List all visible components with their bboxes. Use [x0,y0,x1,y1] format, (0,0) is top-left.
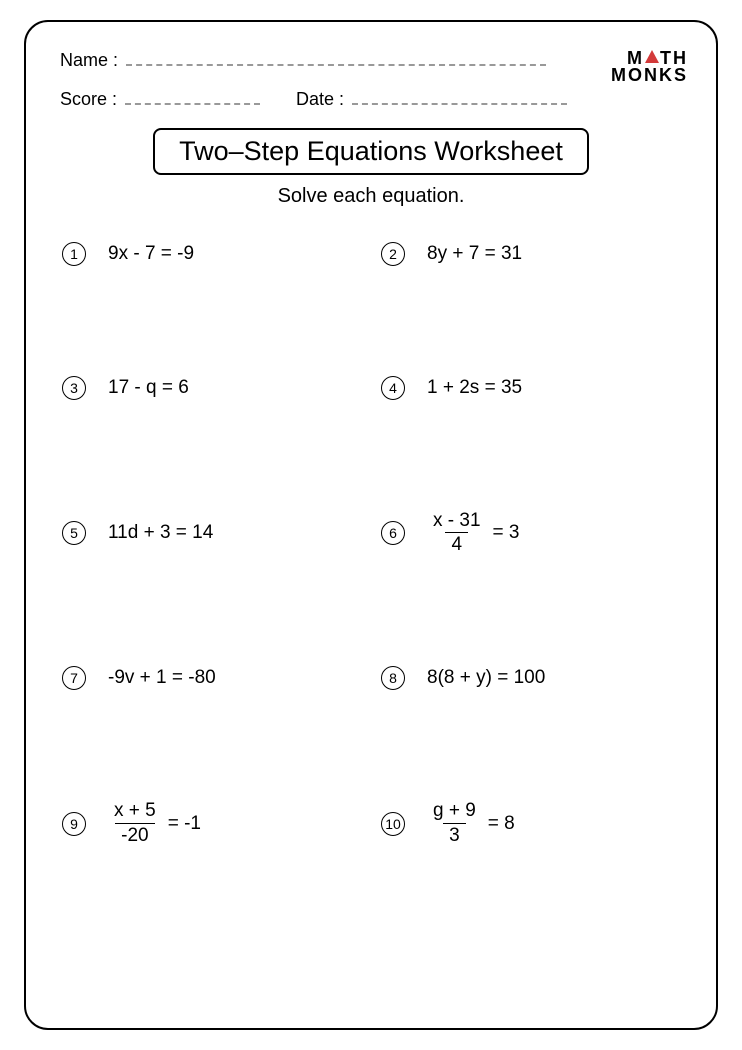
equation-rhs: = 3 [493,522,520,544]
worksheet-frame: Name : Score : Date : MTH MONKS Two–Step… [24,20,718,1030]
problem-number-circle: 5 [62,521,86,545]
equation-text: -9v + 1 = -80 [108,667,216,689]
problem-item: 10 g + 93 = 8 [381,800,680,847]
problem-item: 1 9x - 7 = -9 [62,242,361,266]
problems-grid: 1 9x - 7 = -9 2 8y + 7 = 31 3 17 - q = 6 4 1 + … [60,242,682,847]
problem-item: 8 8(8 + y) = 100 [381,666,680,690]
problem-number-circle: 6 [381,521,405,545]
equation-text: 9x - 7 = -9 [108,243,194,265]
problem-number-circle: 1 [62,242,86,266]
fraction-numerator: g + 9 [427,800,482,823]
fraction: x + 5-20 [108,800,162,847]
score-label: Score : [60,89,117,110]
fraction: x - 314 [427,510,487,557]
fraction-numerator: x + 5 [108,800,162,823]
problem-number-circle: 10 [381,812,405,836]
equation-rhs: = -1 [168,813,201,835]
fraction: g + 93 [427,800,482,847]
score-date-row: Score : Date : [60,85,682,110]
name-input-line[interactable] [126,46,546,66]
problem-item: 2 8y + 7 = 31 [381,242,680,266]
equation-text: 8y + 7 = 31 [427,243,522,265]
fraction-denominator: 4 [445,532,468,556]
equation-text: x + 5-20 = -1 [108,800,201,847]
equation-text: 17 - q = 6 [108,377,189,399]
date-label: Date : [296,89,344,110]
equation-text: 11d + 3 = 14 [108,522,213,544]
problem-item: 5 11d + 3 = 14 [62,510,361,557]
fraction-numerator: x - 31 [427,510,487,533]
fraction-denominator: -20 [115,823,154,847]
problem-number-circle: 3 [62,376,86,400]
brand-text-monks: MONKS [611,67,688,84]
equation-text: 1 + 2s = 35 [427,377,522,399]
fraction-denominator: 3 [443,823,466,847]
problem-item: 4 1 + 2s = 35 [381,376,680,400]
problem-number-circle: 8 [381,666,405,690]
score-input-line[interactable] [125,85,260,105]
problem-item: 6 x - 314 = 3 [381,510,680,557]
equation-text: x - 314 = 3 [427,510,519,557]
equation-rhs: = 8 [488,813,515,835]
problem-item: 7 -9v + 1 = -80 [62,666,361,690]
problem-item: 9 x + 5-20 = -1 [62,800,361,847]
problem-item: 3 17 - q = 6 [62,376,361,400]
name-field-row: Name : [60,46,682,71]
problem-number-circle: 9 [62,812,86,836]
worksheet-title: Two–Step Equations Worksheet [153,128,589,175]
problem-number-circle: 7 [62,666,86,690]
worksheet-subtitle: Solve each equation. [60,185,682,208]
equation-text: 8(8 + y) = 100 [427,667,545,689]
triangle-icon [645,50,659,63]
problem-number-circle: 2 [381,242,405,266]
equation-text: g + 93 = 8 [427,800,515,847]
date-input-line[interactable] [352,85,567,105]
brand-logo: MTH MONKS [611,50,688,84]
problem-number-circle: 4 [381,376,405,400]
name-label: Name : [60,50,118,71]
header: Name : Score : Date : MTH MONKS [60,46,682,110]
